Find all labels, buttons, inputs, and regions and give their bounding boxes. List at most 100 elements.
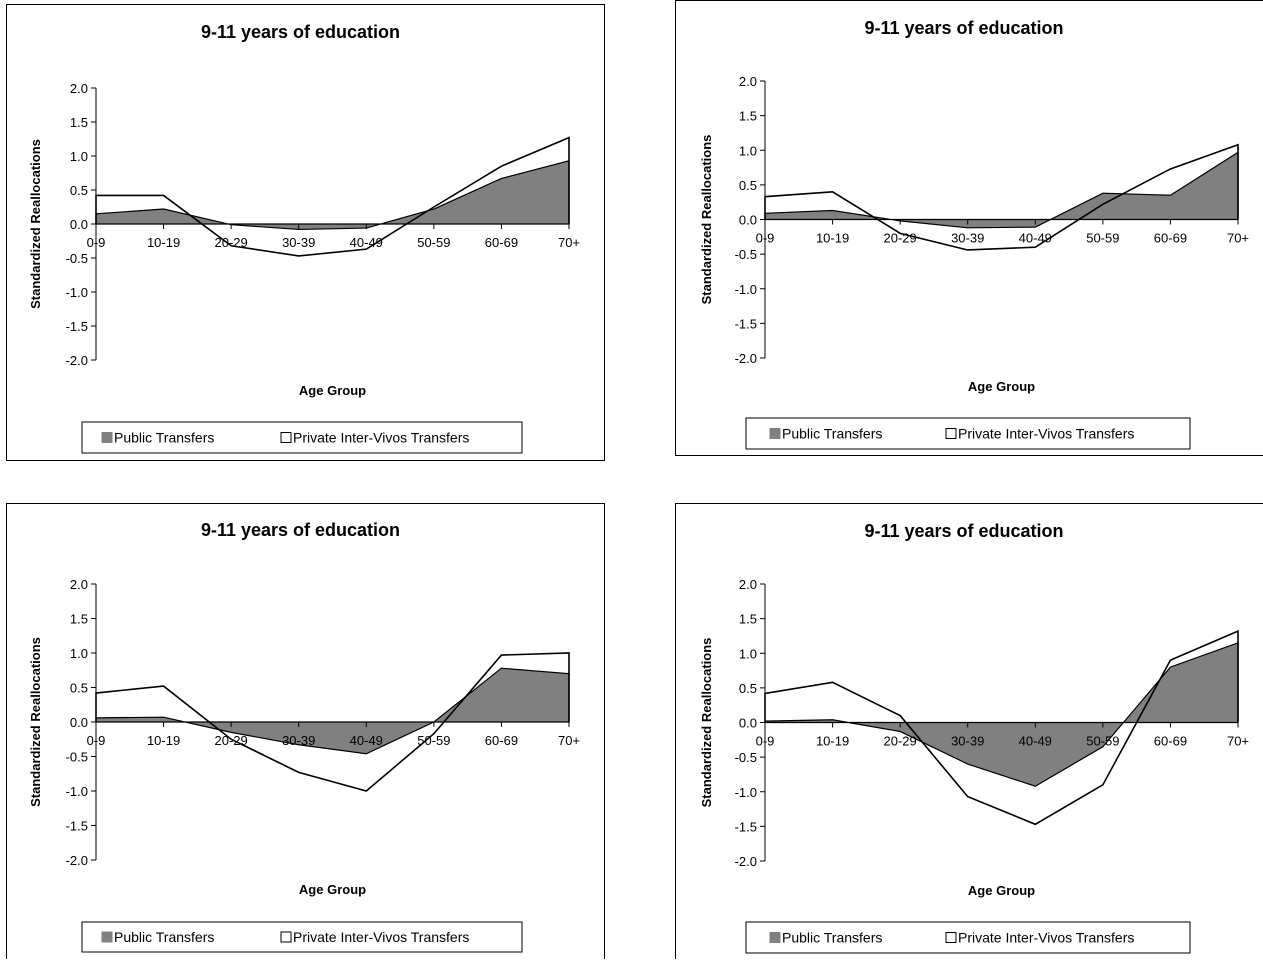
y-tick-label: 1.5: [70, 115, 88, 130]
y-tick-label: -0.5: [735, 750, 757, 765]
x-tick-label: 30-39: [282, 733, 315, 748]
y-tick-label: 2.0: [739, 577, 757, 592]
y-tick-label: 1.0: [70, 646, 88, 661]
legend-swatch-public: [101, 432, 113, 443]
x-tick-label: 50-59: [417, 235, 450, 250]
legend: Public Transfers Private Inter-Vivos Tran…: [81, 421, 523, 454]
legend-label: Private Inter-Vivos Transfers: [958, 930, 1134, 946]
y-tick-label: -1.0: [66, 285, 88, 300]
y-tick-label: 0.0: [739, 213, 757, 228]
legend: Public Transfers Private Inter-Vivos Tran…: [81, 921, 523, 953]
y-tick-label: 0.5: [70, 183, 88, 198]
x-tick-label: 0-9: [756, 231, 775, 246]
x-axis-label: Age Group: [968, 883, 1035, 898]
chart-svg-top-right: 9-11 years of education 2.0 1.5 1.0 0.5 0.0 -0…: [699, 18, 1249, 450]
y-tick-label: 1.0: [739, 646, 757, 661]
y-axis-label: Standardized Reallocations: [699, 135, 714, 305]
legend-swatch-public: [769, 428, 781, 439]
x-tick-label: 70+: [1227, 231, 1249, 246]
private-transfers-line: [95, 652, 570, 792]
chart-panel-top-right: 9-11 years of education 2.0 1.5 1.0 0.5 0.0 -0…: [675, 0, 1263, 456]
y-tick-label: -1.0: [735, 282, 757, 297]
y-tick-label: -1.0: [66, 784, 88, 799]
private-transfers-line: [95, 136, 570, 257]
x-tick-label: 10-19: [147, 733, 180, 748]
x-tick-label: 0-9: [87, 733, 106, 748]
legend-box: [745, 921, 1191, 954]
legend: Public Transfers Private Inter-Vivos Tran…: [745, 417, 1191, 450]
legend-label: Public Transfers: [782, 426, 882, 442]
x-tick-label: 20-29: [884, 231, 917, 246]
chart-panel-top-left: 9-11 years of education 2.0 1.5 1.0 0.5 0.0 -0…: [6, 4, 605, 461]
legend-label: Public Transfers: [782, 930, 882, 946]
y-tick-label: -1.5: [66, 319, 88, 334]
legend-label: Private Inter-Vivos Transfers: [958, 426, 1134, 442]
chart-panel-bottom-right: 9-11 years of education 2.0 1.5 1.0 0.5 0.0 -0…: [675, 503, 1263, 959]
x-tick-label: 70+: [1227, 734, 1249, 749]
public-transfers-area: [764, 642, 1239, 787]
legend-swatch-private: [280, 931, 292, 943]
y-tick-label: -0.5: [66, 251, 88, 266]
chart-title: 9-11 years of education: [864, 521, 1063, 541]
x-tick-label: 30-39: [951, 231, 984, 246]
x-tick-label: 20-29: [884, 734, 917, 749]
y-axis-label: Standardized Reallocations: [28, 637, 43, 807]
legend-box: [81, 421, 523, 454]
y-tick-label: 2.0: [70, 81, 88, 96]
x-tick-label: 0-9: [756, 734, 775, 749]
legend-label: Public Transfers: [114, 929, 214, 945]
x-tick-label: 50-59: [417, 733, 450, 748]
chart-svg-bottom-left: 9-11 years of education 2.0 1.5 1.0 0.5 0.0 -0…: [28, 520, 580, 953]
x-tick-label: 0-9: [87, 235, 106, 250]
chart-title: 9-11 years of education: [201, 520, 400, 540]
legend-swatch-public: [101, 931, 113, 943]
y-tick-label: 1.5: [739, 109, 757, 124]
x-axis-label: Age Group: [968, 379, 1035, 394]
x-tick-label: 30-39: [282, 235, 315, 250]
legend-label: Public Transfers: [114, 430, 214, 446]
y-tick-label: -2.0: [735, 854, 757, 869]
chart-svg-bottom-right: 9-11 years of education 2.0 1.5 1.0 0.5 0.0 -0…: [699, 521, 1249, 954]
y-tick-label: 0.5: [739, 681, 757, 696]
y-tick-label: -0.5: [735, 247, 757, 262]
x-tick-label: 40-49: [1019, 734, 1052, 749]
x-tick-label: 20-29: [215, 733, 248, 748]
y-tick-label: -2.0: [66, 353, 88, 368]
y-tick-label: 0.0: [739, 716, 757, 731]
legend-swatch-private: [945, 932, 957, 943]
x-tick-label: 70+: [558, 235, 580, 250]
x-tick-label: 40-49: [350, 235, 383, 250]
y-tick-label: 2.0: [739, 74, 757, 89]
public-transfers-area: [95, 159, 570, 231]
legend-swatch-private: [280, 432, 292, 443]
x-tick-label: 60-69: [1154, 231, 1187, 246]
x-tick-label: 60-69: [485, 733, 518, 748]
y-tick-label: 0.5: [70, 681, 88, 696]
chart-svg-top-left: 9-11 years of education 2.0 1.5 1.0 0.5 0.0 -0…: [28, 22, 580, 454]
y-tick-label: 1.5: [739, 612, 757, 627]
y-tick-label: -0.5: [66, 750, 88, 765]
legend-box: [745, 417, 1191, 450]
public-transfers-area: [764, 151, 1239, 229]
x-tick-label: 60-69: [1154, 734, 1187, 749]
y-tick-label: 0.0: [70, 715, 88, 730]
y-tick-label: 0.0: [70, 217, 88, 232]
legend-box: [81, 921, 523, 953]
x-tick-label: 50-59: [1086, 231, 1119, 246]
y-tick-label: -1.5: [735, 316, 757, 331]
private-transfers-line: [764, 629, 1239, 826]
y-tick-label: -1.0: [735, 785, 757, 800]
y-tick-label: 1.5: [70, 612, 88, 627]
legend-swatch-public: [769, 932, 781, 943]
y-tick-label: -1.5: [66, 819, 88, 834]
chart-title: 9-11 years of education: [201, 22, 400, 42]
legend-label: Private Inter-Vivos Transfers: [293, 430, 469, 446]
x-tick-label: 20-29: [215, 235, 248, 250]
x-tick-label: 10-19: [147, 235, 180, 250]
y-axis-label: Standardized Reallocations: [699, 638, 714, 808]
y-tick-label: 1.0: [739, 143, 757, 158]
x-tick-label: 10-19: [816, 231, 849, 246]
y-tick-label: 1.0: [70, 149, 88, 164]
legend-label: Private Inter-Vivos Transfers: [293, 929, 469, 945]
x-tick-label: 40-49: [1019, 231, 1052, 246]
